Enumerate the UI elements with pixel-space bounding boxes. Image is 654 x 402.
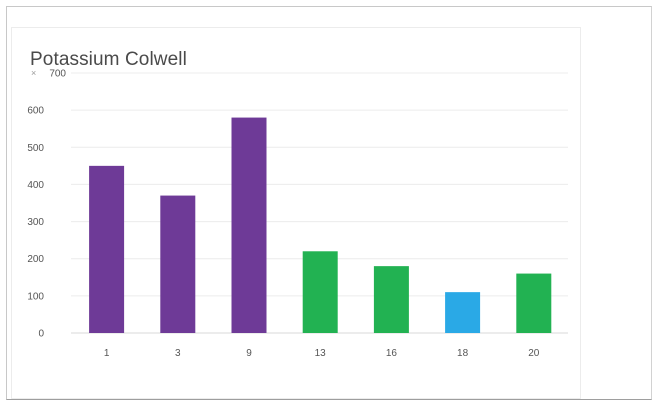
x-tick-label: 18 xyxy=(457,348,469,359)
bar-18[interactable] xyxy=(445,292,481,333)
y-axis: 0 100 200 300 400 500 600 700 xyxy=(27,69,66,340)
x-tick-label: 3 xyxy=(175,348,181,359)
y-tick-label: 0 xyxy=(38,329,44,340)
x-tick-label: 16 xyxy=(386,348,398,359)
bar-9[interactable] xyxy=(231,117,267,333)
bars xyxy=(89,117,552,333)
chart-title: Potassium Colwell xyxy=(30,49,187,70)
y-tick-label: 500 xyxy=(27,143,44,154)
x-tick-label: 13 xyxy=(315,348,327,359)
bar-3[interactable] xyxy=(160,195,196,333)
x-tick-label: 9 xyxy=(246,348,252,359)
y-tick-label: 400 xyxy=(27,180,44,191)
bar-20[interactable] xyxy=(516,273,552,333)
y-tick-label: 700 xyxy=(49,69,66,80)
bar-1[interactable] xyxy=(89,165,125,333)
y-tick-label: 100 xyxy=(27,291,44,302)
y-tick-label: 600 xyxy=(27,106,44,117)
window-frame xyxy=(6,6,652,400)
x-tick-label: 1 xyxy=(104,348,110,359)
y-tick-label: 200 xyxy=(27,254,44,265)
y-tick-label: 300 xyxy=(27,217,44,228)
bar-16[interactable] xyxy=(373,266,409,333)
x-axis: 1 3 9 13 16 18 20 xyxy=(104,348,540,359)
x-tick-label: 20 xyxy=(528,348,540,359)
bar-13[interactable] xyxy=(302,251,338,333)
axis-marker: × xyxy=(31,68,37,78)
